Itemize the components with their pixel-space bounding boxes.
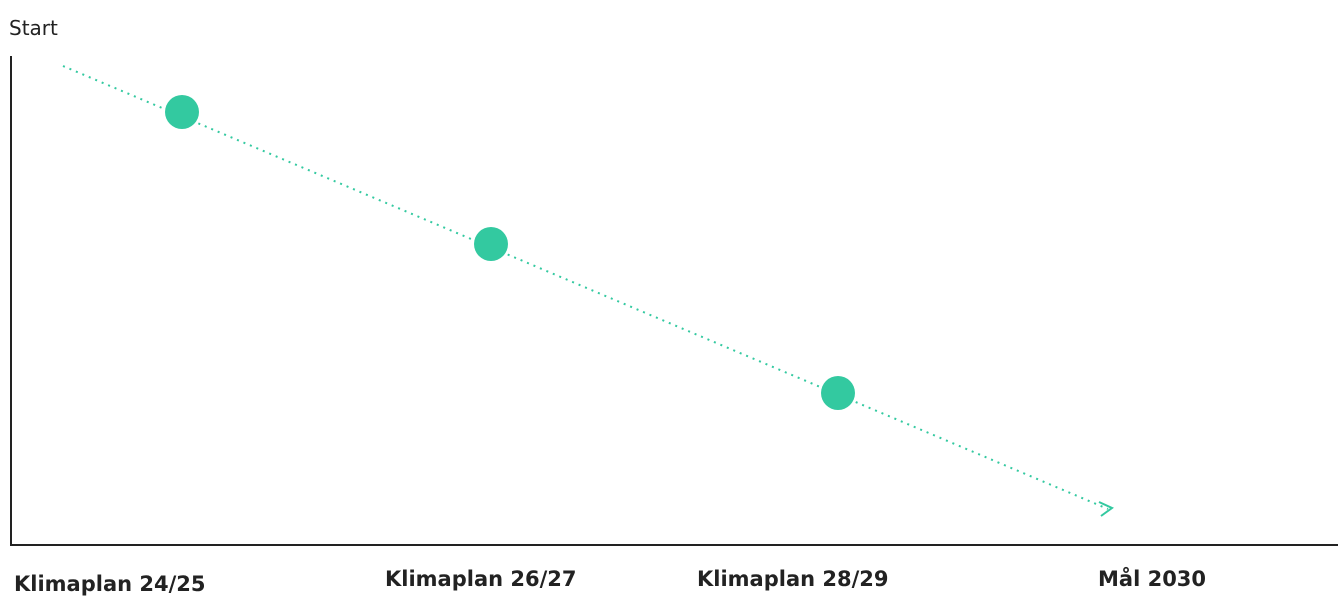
trend-line xyxy=(62,65,1109,510)
milestone-label: Klimaplan 28/29 xyxy=(697,567,889,591)
milestone-dot xyxy=(821,376,855,410)
milestone-label: Klimaplan 26/27 xyxy=(385,567,577,591)
arrow-head xyxy=(1098,501,1114,517)
milestone-label: Mål 2030 xyxy=(1098,566,1206,591)
start-label: Start xyxy=(9,16,58,40)
milestone-dot xyxy=(165,95,199,129)
milestone-dot xyxy=(474,227,508,261)
milestone-label: Klimaplan 24/25 xyxy=(14,572,206,596)
